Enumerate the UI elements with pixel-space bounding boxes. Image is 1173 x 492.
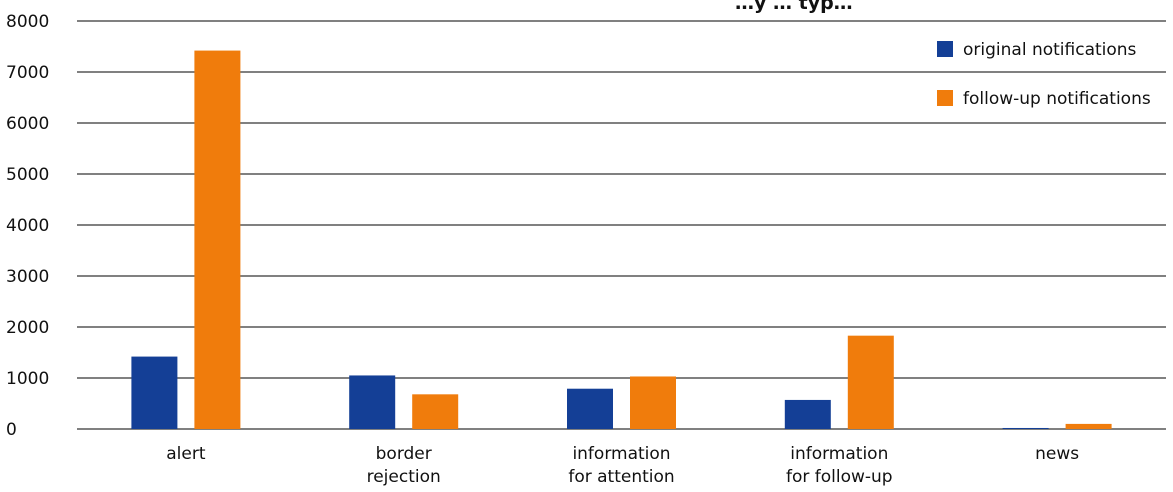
bar-follow-up-notifications <box>630 376 676 429</box>
bar-follow-up-notifications <box>847 335 894 429</box>
x-category-label: news <box>1035 444 1079 464</box>
y-tick-label: 5000 <box>6 165 49 185</box>
y-tick-label: 8000 <box>6 12 49 32</box>
legend-label: original notifications <box>963 40 1137 60</box>
bar-original-notifications <box>131 356 178 429</box>
x-category-label: information for follow-up <box>786 444 893 487</box>
bar-original-notifications <box>567 388 613 429</box>
y-tick-label: 1000 <box>6 369 49 389</box>
legend-label: follow-up notifications <box>963 89 1151 109</box>
y-tick-label: 3000 <box>6 267 49 287</box>
legend-swatch <box>937 41 953 57</box>
y-tick-label: 0 <box>6 420 17 440</box>
y-axis: 0 1000 2000 3000 4000 5000 6000 7000 8000 <box>6 12 49 440</box>
bar-follow-up-notifications <box>1065 423 1112 429</box>
bar-follow-up-notifications <box>194 50 241 430</box>
x-category-label: alert <box>166 444 206 464</box>
legend-swatch <box>937 90 953 106</box>
x-category-label: border rejection <box>367 444 441 487</box>
bar-original-notifications <box>784 399 831 429</box>
y-tick-label: 7000 <box>6 63 49 83</box>
legend: original notifications follow-up notifica… <box>937 40 1151 109</box>
y-tick-label: 6000 <box>6 114 49 134</box>
bar-follow-up-notifications <box>412 394 459 429</box>
x-category-label: information for attention <box>568 444 674 487</box>
chart-title: …y … typ… <box>735 0 853 14</box>
bars <box>131 50 1112 430</box>
x-axis: alert border rejection information for atten… <box>166 444 1079 487</box>
y-tick-label: 4000 <box>6 216 49 236</box>
bar-original-notifications <box>349 375 396 429</box>
y-tick-label: 2000 <box>6 318 49 338</box>
gridlines <box>77 20 1166 430</box>
bar-original-notifications <box>1002 427 1049 429</box>
